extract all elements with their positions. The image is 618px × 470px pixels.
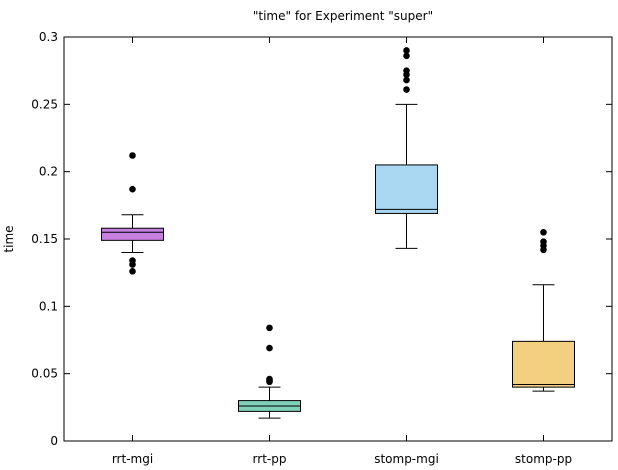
y-tick-label: 0.3 (39, 30, 58, 44)
x-tick-label: stomp-pp (515, 452, 572, 466)
outlier-point (540, 246, 547, 254)
outlier-point (266, 378, 273, 386)
box-rrt-mgi (101, 152, 164, 275)
chart-title: "time" for Experiment "super" (253, 9, 433, 23)
box-stomp-mgi (375, 47, 438, 249)
iqr-box (375, 164, 438, 214)
outlier-point (403, 76, 410, 84)
outlier-point (129, 261, 136, 268)
outlier-point (129, 185, 136, 193)
outlier-point (403, 71, 410, 79)
y-tick-label: 0.05 (31, 367, 58, 381)
y-tick-label: 0.1 (39, 299, 58, 313)
box-stomp-pp (512, 228, 575, 392)
y-tick-label: 0.25 (31, 97, 58, 111)
outlier-point (540, 228, 547, 236)
outlier-point (403, 86, 410, 93)
y-axis-label: time (2, 225, 16, 252)
x-axis-ticks: rrt-mgi rrt-pp stomp-mgi stomp-pp (112, 37, 572, 466)
x-tick-label: rrt-pp (253, 452, 287, 466)
outlier-point (403, 52, 410, 60)
outlier-point (129, 152, 136, 159)
y-tick-label: 0.2 (39, 165, 58, 179)
outlier-point (403, 47, 410, 54)
iqr-box (101, 227, 164, 241)
y-tick-label: 0.15 (31, 232, 58, 246)
y-axis-ticks: 0 0.05 0.1 0.15 0.2 0.25 0.3 (31, 30, 612, 448)
box-series (101, 47, 575, 419)
box-rrt-pp (238, 324, 301, 419)
y-tick-label: 0 (50, 434, 58, 448)
x-tick-label: rrt-mgi (112, 452, 153, 466)
outlier-point (266, 344, 273, 352)
x-tick-label: stomp-mgi (374, 452, 439, 466)
outlier-point (129, 268, 136, 275)
outlier-point (266, 324, 273, 332)
iqr-box (512, 340, 575, 388)
